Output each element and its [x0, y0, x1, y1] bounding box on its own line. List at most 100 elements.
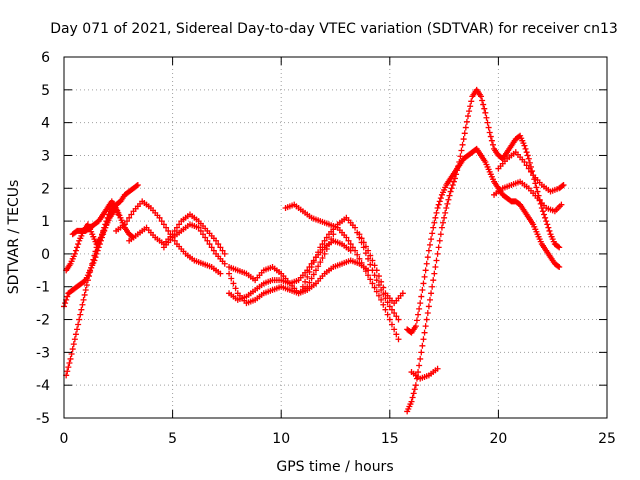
- data-point: [308, 264, 315, 271]
- series-trace-11: [282, 201, 402, 343]
- data-point: [299, 283, 306, 290]
- data-point: [534, 188, 541, 195]
- data-point: [555, 243, 562, 250]
- data-point: [434, 365, 441, 372]
- data-point: [526, 159, 533, 166]
- data-point: [221, 250, 228, 257]
- data-point: [449, 181, 456, 188]
- data-point: [70, 341, 77, 348]
- series-trace-8: [226, 257, 372, 307]
- data-point: [165, 227, 172, 234]
- data-point: [556, 264, 563, 271]
- data-point: [367, 276, 374, 283]
- data-point: [555, 263, 562, 270]
- data-point: [319, 241, 326, 248]
- data-point: [524, 152, 531, 159]
- data-point: [424, 254, 431, 261]
- data-point: [71, 336, 78, 343]
- axis-ticks: [63, 56, 608, 419]
- data-point: [134, 181, 141, 188]
- data-point: [419, 287, 426, 294]
- data-point: [408, 398, 415, 405]
- data-point: [200, 231, 207, 238]
- data-point: [371, 284, 378, 291]
- data-point: [323, 245, 330, 252]
- data-point: [460, 136, 467, 143]
- data-point: [488, 137, 495, 144]
- data-point: [410, 390, 417, 397]
- data-point: [423, 260, 430, 267]
- data-point: [487, 133, 494, 140]
- x-tick-label: 0: [60, 431, 69, 447]
- data-point: [312, 254, 319, 261]
- data-point: [466, 108, 473, 115]
- data-point: [415, 311, 422, 318]
- data-point: [426, 241, 433, 248]
- data-point: [445, 196, 452, 203]
- data-point: [208, 244, 215, 251]
- data-point: [345, 237, 352, 244]
- data-point: [421, 329, 428, 336]
- data-point: [558, 201, 565, 208]
- x-tick-label: 10: [272, 431, 290, 447]
- data-point: [428, 236, 435, 243]
- data-point: [373, 277, 380, 284]
- data-point: [435, 244, 442, 251]
- data-point: [362, 268, 369, 275]
- data-point: [323, 234, 330, 241]
- data-point: [215, 241, 222, 248]
- data-point: [230, 280, 237, 287]
- data-point: [367, 252, 374, 259]
- data-point: [437, 231, 444, 238]
- data-point: [542, 214, 549, 221]
- data-point: [156, 214, 163, 221]
- data-point: [65, 364, 72, 371]
- data-point: [446, 192, 453, 199]
- data-point: [352, 224, 359, 231]
- data-point: [378, 278, 385, 285]
- series-trace-17: [491, 178, 565, 215]
- series-trace-16: [408, 365, 441, 382]
- data-point: [425, 303, 432, 310]
- data-point: [529, 168, 536, 175]
- y-tick-label: -2: [36, 313, 50, 329]
- data-point: [393, 331, 400, 338]
- data-point: [380, 301, 387, 308]
- data-point: [425, 247, 432, 254]
- data-point: [378, 296, 385, 303]
- data-point: [431, 219, 438, 226]
- data-point: [302, 278, 309, 285]
- data-point: [74, 326, 81, 333]
- data-point: [204, 237, 211, 244]
- data-point: [448, 185, 455, 192]
- data-point: [319, 255, 326, 262]
- data-point: [395, 336, 402, 343]
- data-point: [412, 382, 419, 389]
- data-points: [61, 86, 567, 415]
- y-tick-label: -4: [36, 378, 50, 394]
- data-point: [435, 201, 442, 208]
- data-point: [315, 249, 322, 256]
- data-point: [434, 204, 441, 211]
- data-point: [386, 316, 393, 323]
- y-tick-label: 0: [41, 247, 50, 263]
- data-point: [69, 346, 76, 353]
- data-point: [365, 247, 372, 254]
- data-point: [83, 282, 90, 289]
- data-point: [308, 275, 315, 282]
- y-tick-label: -1: [36, 280, 50, 296]
- x-axis-label: GPS time / hours: [276, 459, 393, 475]
- data-point: [352, 247, 359, 254]
- data-point: [420, 336, 427, 343]
- data-point: [432, 214, 439, 221]
- data-point: [81, 277, 88, 284]
- x-tick-label: 25: [598, 431, 616, 447]
- y-tick-label: -5: [36, 411, 50, 427]
- data-point: [92, 248, 99, 255]
- data-point: [413, 317, 420, 324]
- data-point: [521, 142, 528, 149]
- data-point: [411, 386, 418, 393]
- data-point: [463, 118, 470, 125]
- y-tick-label: 1: [41, 214, 50, 230]
- data-point: [388, 306, 395, 313]
